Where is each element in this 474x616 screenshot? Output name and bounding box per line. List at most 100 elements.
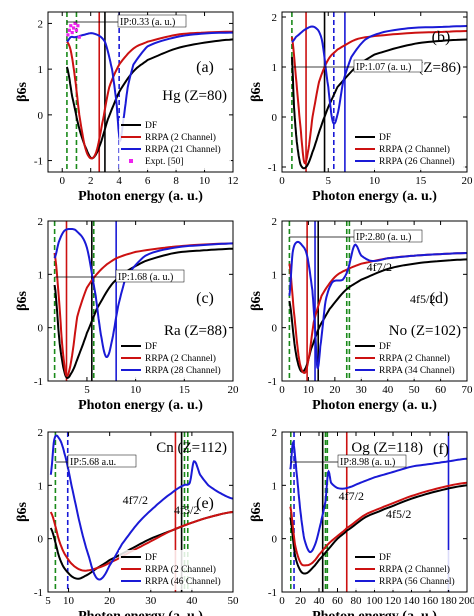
legend-entry: RRPA (2 Channel) <box>379 144 450 155</box>
ip-label: IP:0.33 (a. u.) <box>120 17 175 28</box>
x-tick-label: 5 <box>84 384 90 396</box>
x-tick-label: 12 <box>228 175 239 187</box>
y-tick-label: 1 <box>38 64 44 76</box>
x-tick-label: 80 <box>351 595 363 607</box>
x-tick-label: 15 <box>415 175 427 187</box>
y-tick-label: 2 <box>272 427 278 439</box>
x-axis-label: Photon energy (a. u.) <box>78 189 203 204</box>
ip-box <box>353 59 423 73</box>
x-axis-label: Photon energy (a. u.) <box>312 609 437 616</box>
x-tick-label: 140 <box>403 595 420 607</box>
orbital-label: 4f7/2 <box>123 493 148 507</box>
y-tick-label: 0 <box>272 323 278 335</box>
legend-entry: RRPA (26 Channel) <box>379 156 455 167</box>
atom-label: Cn (Z=112) <box>156 440 227 456</box>
curves <box>49 434 233 581</box>
y-tick-label: -1 <box>268 162 277 174</box>
series-line-1 <box>53 242 233 378</box>
x-tick-label: 0 <box>59 175 65 187</box>
x-tick-label: 120 <box>385 595 402 607</box>
legend-entry: RRPA (2 Channel) <box>379 353 450 364</box>
curves <box>288 240 467 375</box>
x-tick-label: 10 <box>369 175 381 187</box>
x-tick-label: 8 <box>173 175 179 187</box>
y-tick-label: 2 <box>38 18 44 30</box>
marker-lines <box>291 12 346 172</box>
expt-point <box>67 28 71 32</box>
ip-label: IP:8.98 (a. u.) <box>340 457 395 468</box>
ip-box <box>353 229 423 243</box>
x-tick-label: 30 <box>356 384 368 396</box>
series-line-1 <box>289 481 467 567</box>
curves <box>289 440 467 575</box>
x-tick-label: 10 <box>130 384 142 396</box>
legend-bg <box>119 118 231 170</box>
series-line-0 <box>290 38 467 170</box>
y-tick-label: -1 <box>34 587 43 599</box>
series-line-2 <box>288 240 467 370</box>
x-tick-label: 4 <box>116 175 122 187</box>
y-tick-label: 2 <box>272 12 278 24</box>
y-axis-label: β6s <box>249 82 264 102</box>
ip-label: IP:5.68 a.u. <box>70 457 116 468</box>
y-axis-label: β6s <box>249 502 264 522</box>
x-tick-label: 0 <box>279 384 285 396</box>
y-tick-label: 2 <box>38 427 44 439</box>
expt-point <box>76 24 80 28</box>
panel-letter: (a) <box>196 59 214 76</box>
legend-entry: RRPA (56 Channel) <box>379 576 455 587</box>
ip-box <box>117 14 187 28</box>
expt-point <box>77 35 81 39</box>
x-tick-label: 2 <box>88 175 94 187</box>
legend-swatch <box>129 159 133 163</box>
panel-letter: (e) <box>196 495 214 512</box>
legend-entry: RRPA (46 Channel) <box>145 576 221 587</box>
series-line-1 <box>66 30 233 160</box>
panel-letter: (b) <box>432 29 451 46</box>
ip-box <box>67 454 137 468</box>
legend-entry: DF <box>145 553 157 563</box>
y-axis-label: β6s <box>15 82 30 102</box>
y-tick-label: 2 <box>272 216 278 228</box>
series-line-2 <box>53 228 233 358</box>
x-tick-label: 0 <box>279 595 285 607</box>
curves <box>65 21 233 160</box>
legend-entry: Expt. [50] <box>145 157 184 167</box>
expt-point <box>74 28 79 32</box>
x-axis-label: Photon energy (a. u.) <box>312 189 437 204</box>
y-tick-label: -1 <box>268 376 277 388</box>
x-tick-label: 20 <box>228 384 240 396</box>
x-tick-label: 50 <box>409 384 421 396</box>
x-tick-label: 20 <box>329 384 341 396</box>
expt-point <box>72 26 76 30</box>
x-tick-label: 10 <box>199 175 211 187</box>
axes-frame <box>47 431 234 593</box>
orbital-label: 4f7/2 <box>367 260 392 274</box>
ip-box <box>337 454 407 468</box>
legend-entry: DF <box>145 121 157 131</box>
x-tick-label: 100 <box>366 595 383 607</box>
x-tick-label: 20 <box>104 595 116 607</box>
y-tick-label: 1 <box>272 269 278 281</box>
marker-lines <box>66 12 120 172</box>
panel-letter: (d) <box>430 290 449 307</box>
x-axis-label: Photon energy (a. u.) <box>312 398 437 413</box>
atom-label: Ra (Z=88) <box>164 323 227 339</box>
y-axis-label: β6s <box>15 291 30 311</box>
x-tick-label: 10 <box>63 595 75 607</box>
x-tick-label: 5 <box>45 595 51 607</box>
legend-entry: DF <box>379 133 391 143</box>
ip-label: IP:1.07 (a. u.) <box>356 62 411 73</box>
orbital-label: 4f7/2 <box>339 489 364 503</box>
legend-entry: RRPA (2 Channel) <box>145 353 216 364</box>
panel-letter: (c) <box>196 290 214 307</box>
y-tick-label: 0 <box>272 534 278 546</box>
expt-point <box>73 21 77 26</box>
